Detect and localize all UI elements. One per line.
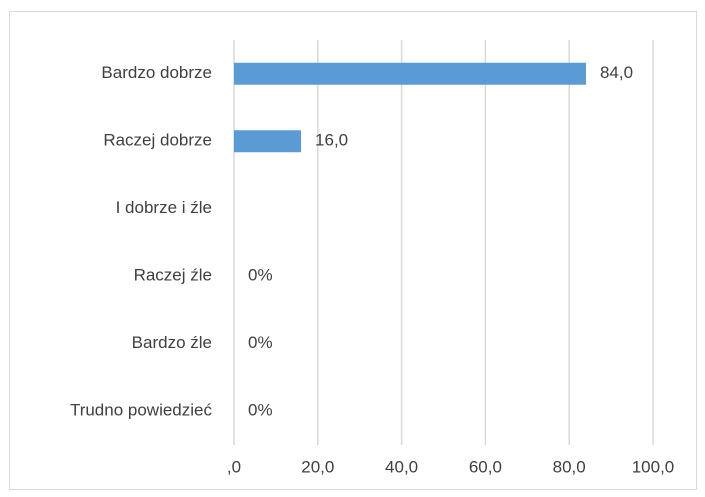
value-label: 16,0 [315, 131, 348, 150]
y-tick-label: Bardzo źle [132, 333, 212, 352]
y-tick-label: I dobrze i źle [116, 198, 212, 217]
value-label: 0% [248, 401, 273, 420]
y-tick-label: Raczej dobrze [103, 131, 212, 150]
x-tick-label: ,0 [227, 457, 241, 476]
y-tick-label: Trudno powiedzieć [70, 401, 213, 420]
x-tick-label: 40,0 [385, 457, 418, 476]
x-tick-label: 20,0 [301, 457, 334, 476]
bar [234, 130, 302, 153]
y-tick-label: Bardzo dobrze [101, 63, 212, 82]
y-tick-label: Raczej źle [134, 266, 212, 285]
x-tick-label: 100,0 [632, 457, 675, 476]
x-tick-label: 80,0 [553, 457, 586, 476]
chart-frame [9, 11, 697, 490]
bar [234, 62, 586, 85]
value-label: 84,0 [600, 63, 633, 82]
x-tick-label: 60,0 [469, 457, 502, 476]
value-label: 0% [248, 333, 273, 352]
value-label: 0% [248, 266, 273, 285]
